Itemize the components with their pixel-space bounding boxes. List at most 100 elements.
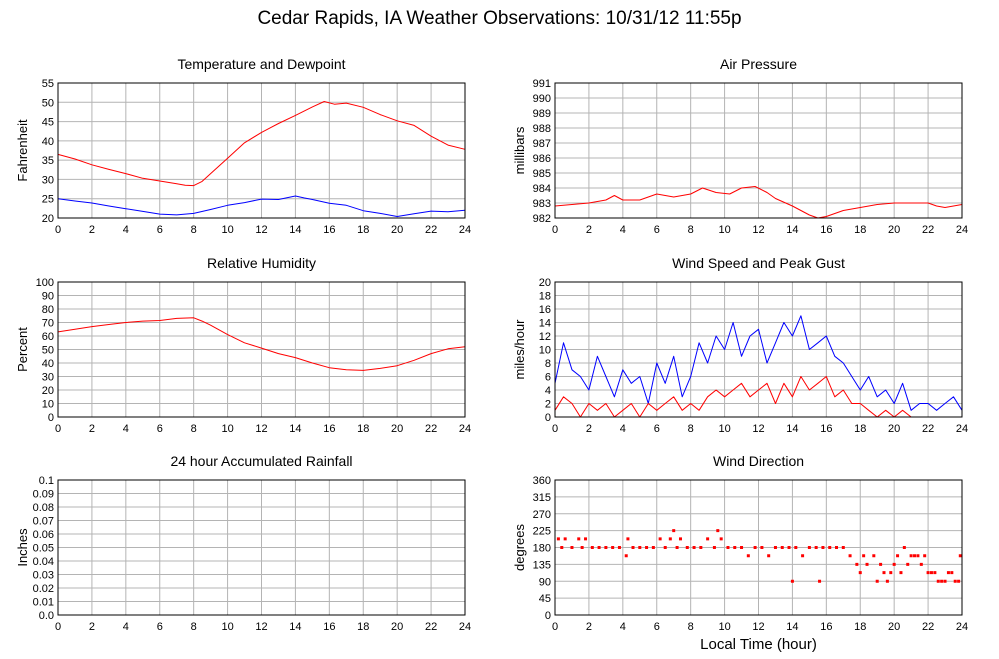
x-tick-label: 4 [123,621,129,633]
x-tick-label: 2 [586,621,592,633]
x-tick-label: 16 [323,621,335,633]
y-tick-label: 135 [533,559,551,571]
dir-point [668,537,672,541]
dir-point [651,546,655,549]
temp-series-0-line [57,101,466,187]
y-tick-label: 20 [42,213,54,225]
dir-point [889,571,893,575]
x-tick-label: 4 [620,621,626,633]
x-tick-label: 20 [391,621,403,633]
dir-point [950,571,954,575]
x-tick-label: 24 [956,621,968,633]
y-axis-label: millibars [512,126,527,174]
y-tick-label: 70 [42,318,54,330]
chart-title: Wind Speed and Peak Gust [672,255,845,271]
dir-point [626,537,630,541]
wind-series-1-line [554,376,962,418]
dir-point [929,571,933,575]
x-tick-label: 24 [956,224,968,236]
dir-point [818,579,822,583]
x-tick-label: 16 [820,423,832,435]
y-tick-label: 0 [545,412,551,424]
x-tick-label: 24 [459,621,471,633]
pres-chart: 0 2 4 6 8 10 12 14 16 18 20 22 249829839849859869879… [512,56,968,236]
x-axis-label: Local Time (hour) [700,636,817,653]
y-tick-label: 988 [533,123,551,135]
dir-point [716,529,720,533]
dir-point [875,579,879,583]
temp-chart: 0 2 4 6 8 10 12 14 16 18 20 22 242025303540455055Tem… [15,56,471,236]
y-tick-label: 20 [539,277,551,289]
x-tick-label: 8 [688,621,694,633]
dir-point [946,571,950,575]
dir-point [672,529,676,533]
dir-point [841,546,845,549]
x-tick-label: 20 [888,423,900,435]
dir-point [580,546,584,549]
y-tick-label: 0.0 [39,610,54,622]
x-tick-label: 6 [654,423,660,435]
wind-series-0-line [554,315,963,411]
dir-point [706,537,710,541]
y-tick-label: 0.1 [39,475,54,487]
dir-point [590,546,594,549]
y-tick-label: 987 [533,138,551,150]
x-tick-label: 0 [55,621,61,633]
y-tick-label: 983 [533,198,551,210]
x-tick-label: 12 [255,621,267,633]
x-tick-label: 10 [221,621,233,633]
y-tick-label: 984 [533,183,551,195]
x-tick-label: 10 [718,423,730,435]
x-tick-label: 20 [888,224,900,236]
x-tick-label: 22 [922,224,934,236]
y-tick-label: 0.08 [33,502,54,514]
dir-point [726,546,730,549]
y-tick-label: 8 [545,358,551,370]
y-tick-label: 270 [533,509,551,521]
y-tick-label: 986 [533,153,551,165]
dir-point [638,546,642,549]
dir-point [611,546,615,549]
y-tick-label: 16 [539,304,551,316]
x-tick-label: 4 [123,423,129,435]
y-tick-label: 30 [42,372,54,384]
dir-point [563,537,567,541]
dir-point [604,546,608,549]
y-tick-label: 55 [42,78,54,90]
y-tick-label: 18 [539,291,551,303]
y-tick-label: 180 [533,543,551,555]
x-tick-label: 0 [552,621,558,633]
wind-plot-frame [554,281,963,418]
dir-point [645,546,649,549]
dir-point [858,571,862,575]
dir-point [733,546,737,549]
x-tick-label: 2 [89,423,95,435]
dir-point [699,546,703,549]
dir-point [872,554,876,558]
dir-point [906,562,910,566]
dir-point [658,537,662,541]
temp-plot-frame [57,82,466,219]
x-tick-label: 2 [89,224,95,236]
dir-point [916,554,920,558]
y-axis-label: Fahrenheit [15,119,30,182]
dir-plot-frame [554,479,963,616]
dir-point [909,554,913,558]
dir-point [780,546,784,549]
x-tick-label: 18 [854,621,866,633]
y-tick-label: 315 [533,492,551,504]
y-tick-label: 985 [533,168,551,180]
x-tick-label: 4 [620,224,626,236]
x-tick-label: 12 [255,423,267,435]
dir-point [787,546,791,549]
dir-point [828,546,832,549]
dir-point [631,546,635,549]
chart-title: Relative Humidity [207,255,316,271]
dir-point [882,571,886,575]
pres-series-0-line [554,186,963,219]
y-tick-label: 2 [545,399,551,411]
y-tick-label: 25 [42,194,54,206]
y-tick-label: 14 [539,318,551,330]
rain-plot-frame [57,479,466,616]
x-tick-label: 20 [888,621,900,633]
